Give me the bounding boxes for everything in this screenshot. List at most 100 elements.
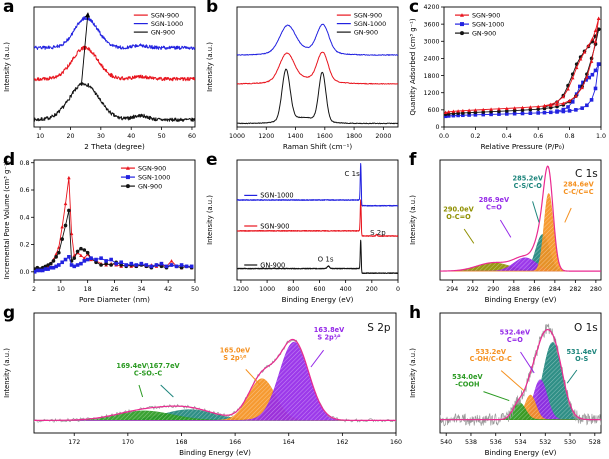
svg-text:SGN-900: SGN-900: [138, 164, 166, 172]
svg-text:C 1s: C 1s: [345, 170, 361, 178]
svg-text:SGN-1000: SGN-1000: [138, 173, 170, 181]
svg-text:0.8: 0.8: [19, 160, 29, 167]
svg-text:Binding Energy (eV): Binding Energy (eV): [179, 448, 251, 457]
series-f: [440, 165, 601, 272]
svg-text:4200: 4200: [423, 4, 439, 11]
panel-h-canvas: 540 538 536 534 532 530 528 Binding Energy (eV)…: [409, 312, 602, 457]
svg-text:18: 18: [84, 286, 92, 293]
axes-f: 294 292 290 288 286 284 282 280 Binding Energy (…: [409, 159, 602, 304]
panel-letter-a: a: [3, 0, 15, 17]
svg-text:50: 50: [191, 286, 199, 293]
svg-text:0: 0: [396, 286, 400, 293]
svg-text:534.0eV-COOH: 534.0eV -COOH: [452, 373, 483, 388]
svg-text:530: 530: [564, 439, 576, 446]
svg-text:170: 170: [122, 439, 134, 446]
svg-text:1200: 1200: [258, 133, 274, 140]
svg-text:1800: 1800: [423, 73, 439, 80]
svg-text:284: 284: [549, 286, 561, 293]
panel-f: f 294 292 290 288 286 284 282 280 Binding Energy…: [406, 150, 609, 306]
svg-text:2400: 2400: [423, 56, 439, 63]
svg-text:Raman Shift (cm⁻¹): Raman Shift (cm⁻¹): [283, 142, 353, 151]
svg-text:288: 288: [508, 286, 520, 293]
axes-h: 540 538 536 534 532 530 528 Binding Energy (eV)…: [409, 312, 602, 457]
series-e: [237, 162, 398, 275]
svg-text:30: 30: [97, 133, 105, 140]
svg-text:1600: 1600: [317, 133, 333, 140]
svg-text:534: 534: [514, 439, 526, 446]
annotations-a: [81, 12, 91, 84]
svg-text:SGN-1000: SGN-1000: [151, 20, 183, 28]
svg-text:292: 292: [467, 286, 479, 293]
panel-h: h 540 538 536 534 532 530 528 Binding Energy (e…: [406, 303, 609, 459]
svg-text:GN-900: GN-900: [138, 182, 162, 190]
panel-c: c 0.0 0.2 0.4 0.6 0.8 1.0 0 600 1200 1800 2400 3000…: [406, 0, 609, 153]
svg-text:GN-900: GN-900: [260, 261, 285, 269]
svg-text:26: 26: [110, 286, 118, 293]
svg-text:286: 286: [528, 286, 540, 293]
svg-text:20: 20: [66, 133, 74, 140]
svg-text:0: 0: [435, 124, 439, 131]
svg-text:168: 168: [175, 439, 187, 446]
svg-text:Intensity (a.u.): Intensity (a.u.): [3, 42, 11, 92]
svg-text:Relative Pressure (P/P₀): Relative Pressure (P/P₀): [481, 142, 565, 151]
panel-letter-f: f: [409, 150, 417, 170]
series-a: [34, 15, 195, 123]
svg-text:Intensity (a.u.): Intensity (a.u.): [409, 348, 417, 398]
svg-text:Binding Energy (eV): Binding Energy (eV): [282, 295, 354, 304]
svg-text:34: 34: [137, 286, 145, 293]
svg-text:536: 536: [490, 439, 502, 446]
series-b: [237, 23, 398, 125]
svg-text:40: 40: [127, 133, 135, 140]
series-g: [34, 338, 396, 423]
svg-text:0.0: 0.0: [439, 133, 449, 140]
panel-letter-b: b: [206, 0, 219, 17]
svg-text:Binding Energy (eV): Binding Energy (eV): [485, 295, 557, 304]
svg-text:GN-900: GN-900: [151, 28, 175, 36]
panel-d: d 2 10 18 26 34 42 50 0.0 0.2 0.4 0.6 0.8 Pore Diame…: [0, 152, 203, 306]
svg-text:0.2: 0.2: [470, 133, 480, 140]
svg-text:290: 290: [487, 286, 499, 293]
svg-text:164: 164: [283, 439, 295, 446]
panel-f-canvas: 294 292 290 288 286 284 282 280 Binding Energy (…: [409, 159, 602, 304]
panel-e: e 1200 1000 800 600 400 200 0 Binding Energy (e…: [203, 152, 406, 306]
panel-a-canvas: 10 20 30 40 50 60 2 Theta (degree) Intensity (a…: [3, 6, 196, 151]
svg-text:Quantity Adsorbed (cm³ g⁻¹): Quantity Adsorbed (cm³ g⁻¹): [409, 18, 417, 115]
svg-text:SGN-1000: SGN-1000: [472, 20, 504, 28]
svg-text:60: 60: [188, 133, 196, 140]
svg-text:Intensity (a.u.): Intensity (a.u.): [3, 348, 11, 398]
svg-text:160: 160: [390, 439, 402, 446]
svg-text:280: 280: [590, 286, 602, 293]
svg-text:SGN-900: SGN-900: [354, 11, 382, 19]
svg-text:0.6: 0.6: [19, 187, 29, 194]
svg-text:282: 282: [569, 286, 581, 293]
svg-text:1200: 1200: [233, 286, 249, 293]
axes-a: 10 20 30 40 50 60 2 Theta (degree) Intensity (a…: [3, 6, 196, 151]
svg-text:1200: 1200: [423, 90, 439, 97]
panel-g-canvas: 172 170 168 166 164 162 160 Binding Energy (eV)…: [3, 312, 402, 457]
panel-b: b 1000 1200 1400 1600 1800 2000 Raman Shift (c…: [203, 0, 406, 153]
svg-text:0.2: 0.2: [19, 242, 29, 249]
svg-text:SGN-1000: SGN-1000: [354, 20, 386, 28]
panel-letter-h: h: [409, 303, 422, 323]
svg-text:166: 166: [229, 439, 241, 446]
svg-text:S 2p: S 2p: [370, 229, 386, 237]
series-c: [444, 16, 601, 119]
svg-text:162: 162: [336, 439, 348, 446]
svg-text:172: 172: [68, 439, 80, 446]
panel-a: a 10 20 30 40 50 60 2 Theta (degree) Intensity …: [0, 0, 203, 153]
svg-text:400: 400: [340, 286, 352, 293]
panel-c-canvas: 0.0 0.2 0.4 0.6 0.8 1.0 0 600 1200 1800 2400 3000 36…: [409, 4, 606, 151]
svg-text:1.0: 1.0: [596, 133, 606, 140]
svg-text:0.4: 0.4: [19, 214, 29, 221]
svg-text:2: 2: [32, 286, 36, 293]
axes-d: 2 10 18 26 34 42 50 0.0 0.2 0.4 0.6 0.8 Pore Diamete…: [3, 159, 199, 304]
svg-text:2 Theta (degree): 2 Theta (degree): [84, 142, 145, 151]
svg-text:294: 294: [446, 286, 458, 293]
